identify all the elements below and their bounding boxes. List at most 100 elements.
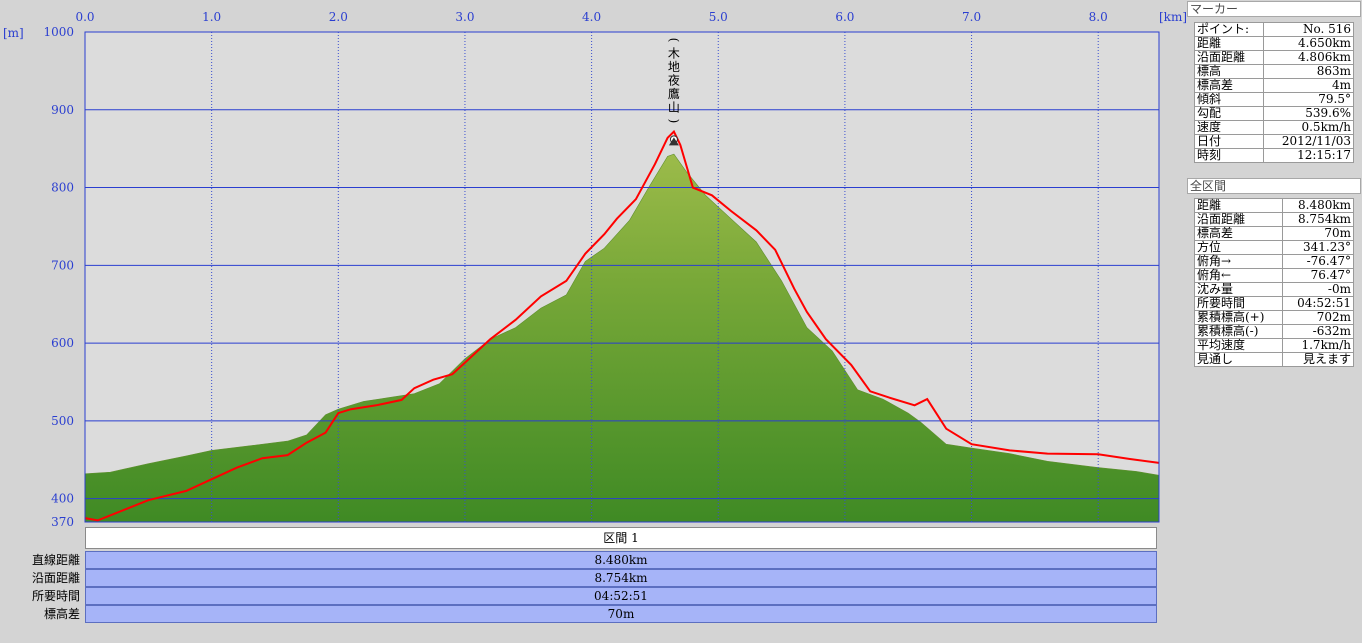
elevation-profile-chart[interactable]: 0.0 1.0 2.0 3.0 4.0 5.0 6.0 7.0 8.0 [km] 1000 900 80…: [0, 0, 1187, 640]
info-label: 俯角←: [1194, 268, 1283, 283]
summit-icon: [668, 137, 679, 146]
info-row: 日付 2012/11/03: [1193, 134, 1354, 149]
peak-name-char: 夜: [668, 73, 680, 88]
peak-name-char: 山: [668, 101, 680, 115]
info-row: 標高差 70m: [1194, 226, 1355, 241]
info-row: 速度 0.5km/h: [1193, 120, 1354, 135]
x-tick-label: 7.0: [962, 10, 981, 24]
summary-row-label: 沿面距離: [31, 571, 80, 585]
info-label: 距離: [1194, 198, 1283, 213]
info-value: 539.6%: [1263, 106, 1354, 121]
info-row: 所要時間 04:52:51: [1194, 296, 1355, 311]
summary-row-value: 04:52:51: [85, 587, 1157, 605]
plot-border: [84, 31, 1160, 523]
info-value: 4.650km: [1263, 36, 1354, 51]
y-tick-label: 900: [51, 103, 74, 117]
info-value: 863m: [1263, 64, 1354, 79]
info-label: 時刻: [1193, 148, 1265, 163]
info-label: 累積標高(-): [1194, 324, 1283, 339]
info-value: 1.7km/h: [1281, 338, 1355, 353]
marker-info-table: ポイント: No. 516 距離 4.650km 沿面距離 4.806km 標高 863m 標高…: [1193, 22, 1354, 163]
peak-name-char: 木: [668, 47, 680, 61]
x-tick-label: 3.0: [455, 10, 474, 24]
marker-panel-title[interactable]: マーカー: [1187, 1, 1361, 17]
info-row: 勾配 539.6%: [1193, 106, 1354, 121]
info-value: 4m: [1263, 78, 1354, 93]
info-value: 76.47°: [1281, 268, 1355, 283]
peak-name-char: ): [667, 119, 681, 124]
summary-row-value: 8.480km: [85, 551, 1157, 569]
info-label: 日付: [1193, 134, 1265, 149]
summary-row-label: 直線距離: [31, 553, 80, 567]
y-tick-label: 400: [51, 492, 74, 506]
info-value: 12:15:17: [1263, 148, 1354, 163]
x-tick-label: 2.0: [329, 10, 348, 24]
info-value: 341.23°: [1281, 240, 1355, 255]
info-row: 累積標高(-) -632m: [1194, 324, 1355, 339]
info-row: 平均速度 1.7km/h: [1194, 338, 1355, 353]
x-unit-label: [km]: [1159, 10, 1186, 24]
section-panel-title[interactable]: 全区間: [1187, 178, 1361, 194]
summary-row-value: 70m: [85, 605, 1157, 623]
peak-name-char: (: [667, 38, 681, 43]
y-tick-label: 500: [51, 414, 74, 428]
chart-svg: 0.0 1.0 2.0 3.0 4.0 5.0 6.0 7.0 8.0 [km] 1000 900 80…: [3, 10, 1187, 529]
info-label: 標高差: [1194, 226, 1283, 241]
x-tick-label: 4.0: [582, 10, 601, 24]
info-row: 俯角← 76.47°: [1194, 268, 1355, 283]
info-value: 8.754km: [1281, 212, 1355, 227]
info-value: 70m: [1281, 226, 1355, 241]
info-row: 方位 341.23°: [1194, 240, 1355, 255]
info-label: 傾斜: [1193, 92, 1265, 107]
y-tick-label: 700: [51, 258, 74, 272]
info-value: 見えます: [1281, 352, 1355, 367]
info-label: 沈み量: [1194, 282, 1283, 297]
route-elevation-line: [84, 129, 1160, 522]
info-label: 速度: [1193, 120, 1265, 135]
summary-section-header[interactable]: 区間 1: [85, 527, 1157, 549]
section-info-table: 距離 8.480km 沿面距離 8.754km 標高差 70m 方位 341.23° 俯角→ -7…: [1194, 198, 1355, 367]
y-tick-label: 1000: [43, 25, 74, 39]
info-label: 方位: [1194, 240, 1283, 255]
info-row: 標高 863m: [1193, 64, 1354, 79]
info-label: 標高差: [1193, 78, 1265, 93]
info-value: No. 516: [1263, 22, 1354, 37]
info-side-panel: マーカー ポイント: No. 516 距離 4.650km 沿面距離 4.806km 標高 8…: [1186, 0, 1362, 640]
info-value: 0.5km/h: [1263, 120, 1354, 135]
info-label: 勾配: [1193, 106, 1265, 121]
info-row: 見通し 見えます: [1194, 352, 1355, 367]
info-value: -76.47°: [1281, 254, 1355, 269]
y-tick-label: 600: [51, 336, 74, 350]
summary-row-label: 標高差: [43, 607, 80, 621]
info-label: 距離: [1193, 36, 1265, 51]
x-tick-label: 0.0: [75, 10, 94, 24]
info-label: ポイント:: [1193, 22, 1265, 37]
info-label: 累積標高(+): [1194, 310, 1283, 325]
info-label: 標高: [1193, 64, 1265, 79]
info-value: -0m: [1281, 282, 1355, 297]
info-row: 時刻 12:15:17: [1193, 148, 1354, 163]
info-label: 沿面距離: [1194, 212, 1283, 227]
info-label: 平均速度: [1194, 338, 1283, 353]
x-tick-label: 1.0: [202, 10, 221, 24]
info-value: -632m: [1281, 324, 1355, 339]
summary-row-label: 所要時間: [31, 589, 80, 603]
info-row: 沈み量 -0m: [1194, 282, 1355, 297]
info-value: 04:52:51: [1281, 296, 1355, 311]
info-row: 標高差 4m: [1193, 78, 1354, 93]
summary-row-value: 8.754km: [85, 569, 1157, 587]
info-value: 2012/11/03: [1263, 134, 1354, 149]
terrain-area: [84, 153, 1160, 523]
y-unit-label: [m]: [3, 26, 24, 40]
info-row: 沿面距離 4.806km: [1193, 50, 1354, 65]
y-tick-label: 800: [51, 181, 74, 195]
peak-name-char: 地: [668, 60, 680, 74]
info-label: 所要時間: [1194, 296, 1283, 311]
x-tick-label: 5.0: [709, 10, 728, 24]
info-row: 傾斜 79.5°: [1193, 92, 1354, 107]
info-row: 俯角→ -76.47°: [1194, 254, 1355, 269]
info-value: 702m: [1281, 310, 1355, 325]
info-value: 79.5°: [1263, 92, 1354, 107]
info-label: 俯角→: [1194, 254, 1283, 269]
info-row: 距離 8.480km: [1194, 198, 1355, 213]
